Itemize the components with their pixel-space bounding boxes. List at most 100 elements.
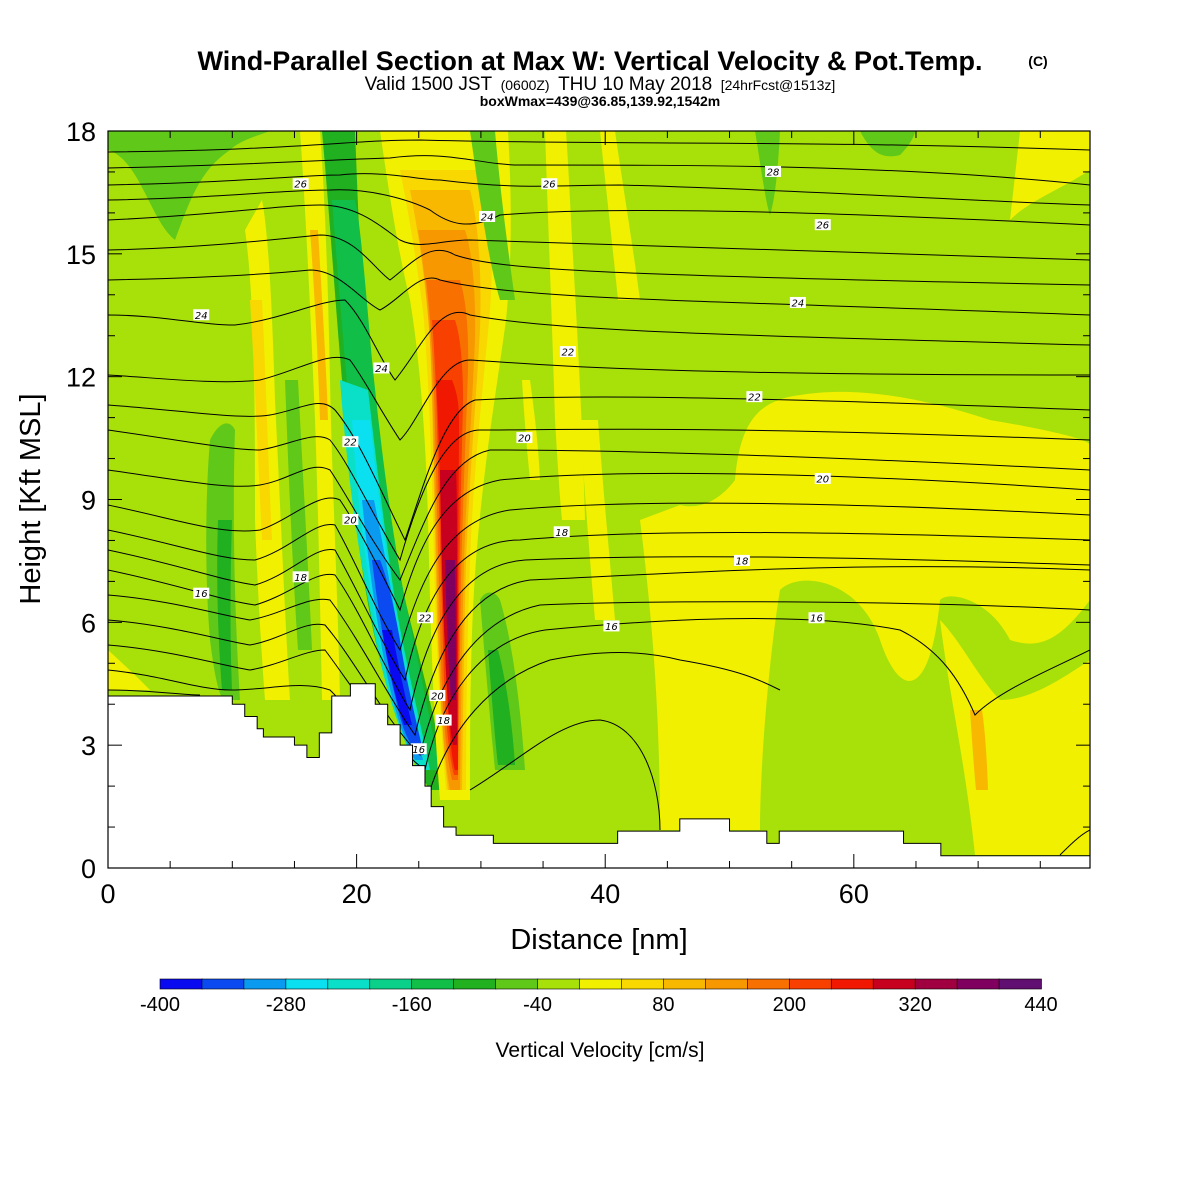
contour-label: 20 [816, 475, 829, 486]
theta-contour [108, 566, 1090, 737]
theta-contour [108, 269, 1090, 316]
colorbar-swatch [830, 978, 874, 990]
contour-label: 26 [294, 180, 307, 191]
colorbar-swatch [663, 978, 707, 990]
colorbar-tick-label: 80 [652, 994, 674, 1016]
contour-label-bg [193, 587, 210, 599]
theta-contour [108, 556, 1090, 712]
field-yellow-southeast [940, 620, 1090, 855]
field-updraft-west-1-core [250, 300, 272, 540]
contour-label-bg [435, 714, 452, 726]
contour-label-bg [765, 165, 782, 177]
theta-contour [108, 396, 1090, 542]
y-tick-label: 18 [66, 117, 96, 147]
field-yellow-corner [1010, 131, 1090, 220]
contour-label: 24 [375, 364, 388, 375]
colorbar-tick-label: 320 [898, 994, 931, 1016]
colorbar-swatch [537, 978, 581, 990]
theta-contour [1059, 829, 1090, 856]
theta-contour [469, 719, 661, 831]
contour-label: 26 [543, 180, 556, 191]
field-updraft-east-low [580, 420, 615, 620]
y-tick-label: 15 [66, 240, 96, 270]
box-wmax-info: boxWmax=439@36.85,139.92,1542m [480, 93, 721, 109]
contour-label-bg [429, 690, 446, 702]
contour-label-bg [746, 391, 763, 403]
contour-label-bg [808, 612, 825, 624]
x-axis: 0 20 40 60 [100, 131, 1041, 909]
contour-label-bg [373, 362, 390, 374]
y-tick-label: 0 [81, 854, 96, 884]
copyright-mark: (C) [1028, 53, 1047, 69]
colorbar-tick-label: -400 [140, 994, 180, 1016]
contour-label: 18 [294, 573, 307, 584]
theta-contour [108, 299, 1090, 381]
valid-utc: (0600Z) [501, 77, 550, 93]
forecast-info: [24hrFcst@1513z] [721, 77, 836, 93]
y-tick-label: 6 [81, 608, 96, 638]
x-tick-label: 40 [590, 879, 620, 909]
contour-label-bg [193, 309, 210, 321]
colorbar-tick-label: 440 [1024, 994, 1057, 1016]
colorbar-swatch [872, 978, 916, 990]
field-yellow-east [735, 391, 1090, 830]
contour-label: 18 [736, 556, 749, 567]
colorbar-tick-label: -160 [392, 994, 432, 1016]
contour-label: 20 [518, 434, 531, 445]
theta-contour [108, 689, 201, 696]
colorbar-swatch [411, 978, 455, 990]
contour-label-bg [416, 612, 433, 624]
colorbar: -400 -280 -160 -40 80 200 320 440 [140, 978, 1058, 1016]
contour-label-bg [733, 554, 750, 566]
contour-label: 22 [419, 614, 432, 625]
colorbar-swatch [201, 978, 245, 990]
colorbar-title: Vertical Velocity [cm/s] [496, 1039, 705, 1062]
contour-label-bg [479, 210, 496, 222]
colorbar-swatch [705, 978, 749, 990]
chart-subtitle: Valid 1500 JST (0600Z) THU 10 May 2018 [… [365, 74, 836, 95]
colorbar-swatch [747, 978, 791, 990]
contour-label-bg [814, 473, 831, 485]
valid-date: THU 10 May 2018 [558, 74, 712, 95]
theta-contour [108, 502, 1090, 652]
contour-label-bg [342, 436, 359, 448]
contour-label-bg [410, 743, 427, 755]
colorbar-swatch [956, 978, 1000, 990]
contour-label: 16 [810, 614, 823, 625]
terrain-mask [108, 683, 1090, 868]
contour-label: 22 [344, 438, 357, 449]
field-updraft-southeast-spot [970, 710, 988, 790]
contour-label: 28 [767, 167, 780, 178]
y-tick-label: 12 [66, 363, 96, 393]
colorbar-swatch [453, 978, 497, 990]
colorbar-tick-label: -280 [266, 994, 306, 1016]
contour-label: 16 [605, 622, 618, 633]
contour-label: 20 [344, 515, 357, 526]
field-yellow-west-low [108, 650, 150, 690]
theta-contour [108, 234, 1090, 286]
field-downdraft-main-mid [332, 200, 440, 770]
theta-contours [108, 139, 1090, 856]
field-updraft-east [545, 131, 585, 520]
contour-label: 16 [195, 589, 208, 600]
contour-label: 24 [792, 298, 805, 309]
contour-label-bg [603, 620, 620, 632]
colorbar-swatch [495, 978, 539, 990]
contour-label-bg [789, 296, 806, 308]
contour-label: 16 [412, 745, 425, 756]
field-updraft-west-2-core [310, 230, 328, 420]
colorbar-swatch [621, 978, 665, 990]
x-tick-label: 0 [100, 879, 115, 909]
x-tick-label: 60 [839, 879, 869, 909]
contour-label: 22 [562, 348, 575, 359]
contour-label-bg [292, 571, 309, 583]
x-tick-label: 20 [342, 879, 372, 909]
theta-contour [108, 617, 1090, 771]
theta-contour [108, 532, 1090, 682]
theta-contour [108, 428, 1090, 562]
colorbar-tick-label: 200 [773, 994, 806, 1016]
field-updraft-far-east [600, 131, 640, 300]
colorbar-swatch [159, 978, 203, 990]
x-axis-label: Distance [nm] [510, 924, 687, 956]
colorbar-swatch [914, 978, 958, 990]
